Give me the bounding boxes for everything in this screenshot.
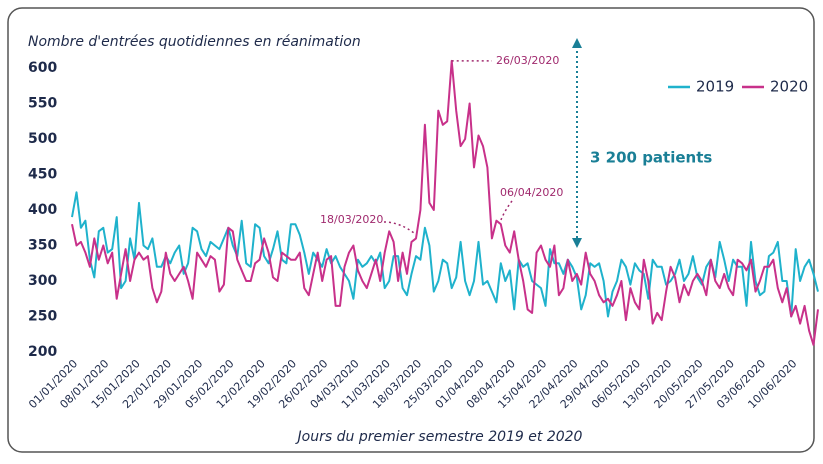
annotation-leader xyxy=(383,221,417,235)
y-tick-label: 300 xyxy=(28,273,57,289)
line-series xyxy=(71,59,819,346)
y-tick-label: 250 xyxy=(28,309,57,325)
y-tick-label: 400 xyxy=(28,202,57,218)
annotation: 26/03/2020 xyxy=(496,54,559,67)
arrow-head xyxy=(572,238,582,248)
frame xyxy=(7,7,815,453)
y-tick-label: 200 xyxy=(28,344,57,360)
legend-label: 2019 xyxy=(696,78,734,96)
annotation-leader xyxy=(500,200,513,221)
y-tick-label: 500 xyxy=(28,131,57,147)
chart-title: Nombre d'entrées quotidiennes en réanima… xyxy=(28,34,361,50)
legend-label: 2020 xyxy=(770,78,808,96)
y-tick-label: 550 xyxy=(28,96,57,112)
y-tick-label: 600 xyxy=(28,60,57,76)
y-tick-label: 450 xyxy=(28,167,57,183)
line-series xyxy=(71,191,819,318)
annotation: 18/03/2020 xyxy=(320,213,383,226)
annotation: 3 200 patients xyxy=(590,149,712,167)
x-axis-label: Jours du premier semestre 2019 et 2020 xyxy=(295,429,583,445)
arrow-head xyxy=(572,38,582,48)
y-tick-label: 350 xyxy=(28,238,57,254)
annotation: 06/04/2020 xyxy=(500,186,563,199)
